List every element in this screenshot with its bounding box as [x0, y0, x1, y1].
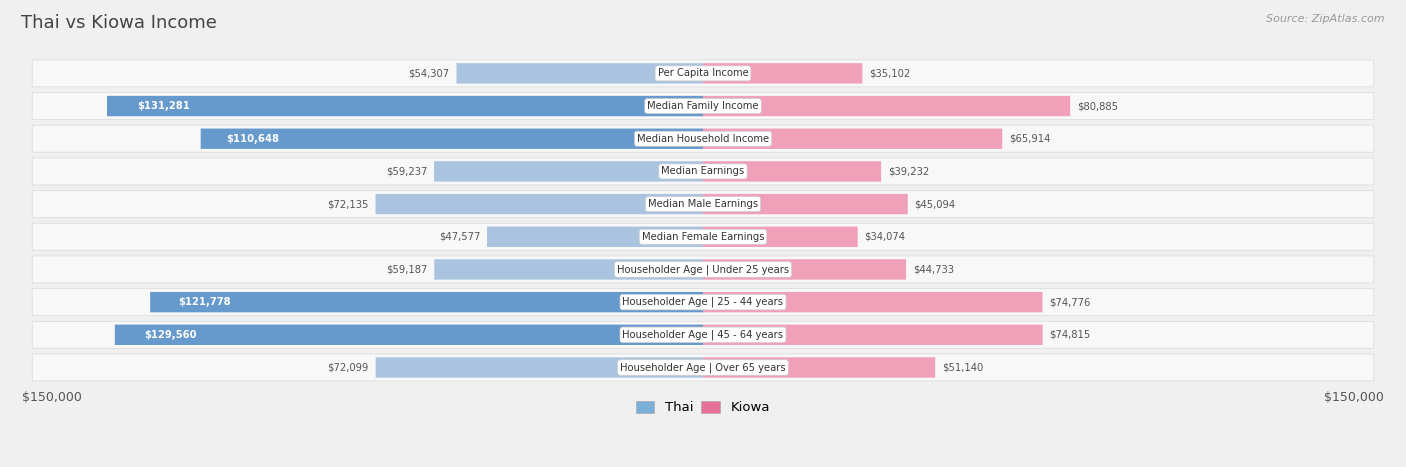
Text: $39,232: $39,232: [889, 166, 929, 177]
Text: Householder Age | Over 65 years: Householder Age | Over 65 years: [620, 362, 786, 373]
Text: $44,733: $44,733: [912, 264, 953, 275]
Text: $47,577: $47,577: [439, 232, 481, 242]
Text: $59,187: $59,187: [387, 264, 427, 275]
Text: Median Household Income: Median Household Income: [637, 134, 769, 144]
Text: $54,307: $54,307: [409, 68, 450, 78]
FancyBboxPatch shape: [32, 321, 1374, 348]
FancyBboxPatch shape: [32, 256, 1374, 283]
FancyBboxPatch shape: [486, 226, 703, 247]
Legend: Thai, Kiowa: Thai, Kiowa: [631, 396, 775, 420]
FancyBboxPatch shape: [703, 161, 882, 182]
Text: $65,914: $65,914: [1010, 134, 1050, 144]
FancyBboxPatch shape: [32, 354, 1374, 381]
Text: $74,815: $74,815: [1049, 330, 1091, 340]
FancyBboxPatch shape: [32, 92, 1374, 120]
FancyBboxPatch shape: [32, 289, 1374, 316]
FancyBboxPatch shape: [703, 357, 935, 378]
Text: Median Male Earnings: Median Male Earnings: [648, 199, 758, 209]
FancyBboxPatch shape: [32, 158, 1374, 185]
Text: Median Family Income: Median Family Income: [647, 101, 759, 111]
FancyBboxPatch shape: [703, 128, 1002, 149]
FancyBboxPatch shape: [32, 223, 1374, 250]
FancyBboxPatch shape: [703, 63, 862, 84]
FancyBboxPatch shape: [703, 259, 905, 280]
Text: $150,000: $150,000: [22, 391, 82, 404]
FancyBboxPatch shape: [115, 325, 703, 345]
Text: Householder Age | 25 - 44 years: Householder Age | 25 - 44 years: [623, 297, 783, 307]
FancyBboxPatch shape: [434, 259, 703, 280]
Text: $45,094: $45,094: [914, 199, 956, 209]
FancyBboxPatch shape: [375, 194, 703, 214]
FancyBboxPatch shape: [434, 161, 703, 182]
FancyBboxPatch shape: [201, 128, 703, 149]
Text: $59,237: $59,237: [385, 166, 427, 177]
Text: Source: ZipAtlas.com: Source: ZipAtlas.com: [1267, 14, 1385, 24]
FancyBboxPatch shape: [150, 292, 703, 312]
FancyBboxPatch shape: [32, 60, 1374, 87]
Text: Per Capita Income: Per Capita Income: [658, 68, 748, 78]
Text: $51,140: $51,140: [942, 362, 983, 373]
FancyBboxPatch shape: [32, 191, 1374, 218]
Text: $72,099: $72,099: [328, 362, 368, 373]
Text: $74,776: $74,776: [1049, 297, 1091, 307]
Text: $110,648: $110,648: [226, 134, 278, 144]
Text: Householder Age | Under 25 years: Householder Age | Under 25 years: [617, 264, 789, 275]
Text: $129,560: $129,560: [145, 330, 197, 340]
FancyBboxPatch shape: [703, 292, 1042, 312]
Text: $121,778: $121,778: [177, 297, 231, 307]
Text: Median Female Earnings: Median Female Earnings: [641, 232, 765, 242]
FancyBboxPatch shape: [457, 63, 703, 84]
FancyBboxPatch shape: [703, 96, 1070, 116]
FancyBboxPatch shape: [32, 125, 1374, 152]
Text: $80,885: $80,885: [1077, 101, 1118, 111]
Text: Thai vs Kiowa Income: Thai vs Kiowa Income: [21, 14, 217, 32]
FancyBboxPatch shape: [703, 194, 908, 214]
FancyBboxPatch shape: [375, 357, 703, 378]
Text: Median Earnings: Median Earnings: [661, 166, 745, 177]
Text: $150,000: $150,000: [1324, 391, 1384, 404]
Text: $34,074: $34,074: [865, 232, 905, 242]
Text: $35,102: $35,102: [869, 68, 911, 78]
Text: $131,281: $131,281: [136, 101, 190, 111]
FancyBboxPatch shape: [703, 226, 858, 247]
FancyBboxPatch shape: [703, 325, 1043, 345]
Text: $72,135: $72,135: [328, 199, 368, 209]
Text: Householder Age | 45 - 64 years: Householder Age | 45 - 64 years: [623, 330, 783, 340]
FancyBboxPatch shape: [107, 96, 703, 116]
